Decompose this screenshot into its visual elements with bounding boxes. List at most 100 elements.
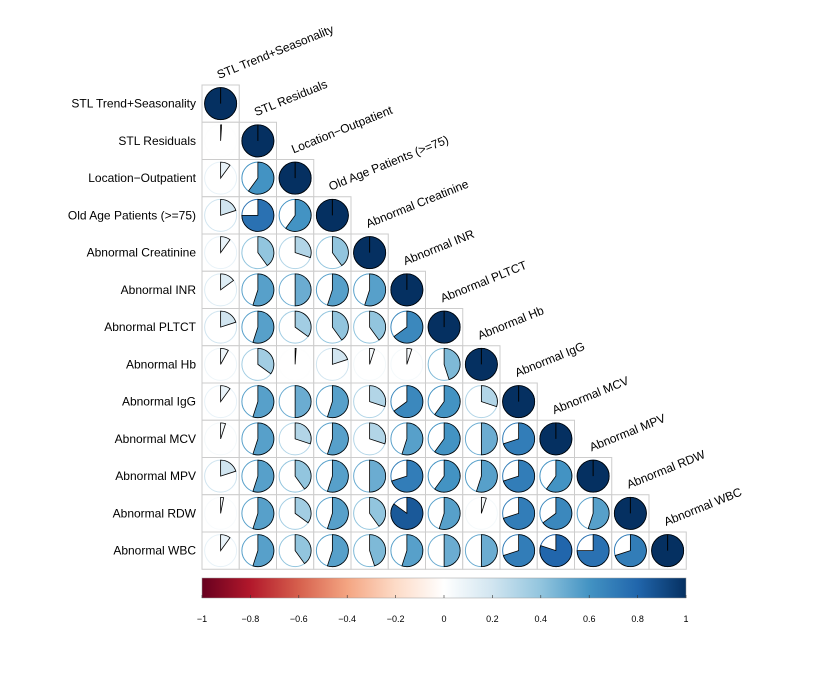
pie (434, 459, 461, 493)
pie (257, 236, 275, 267)
pie (369, 347, 376, 365)
pie (331, 236, 349, 267)
pie (294, 385, 312, 419)
pie (252, 310, 275, 344)
pie (480, 496, 487, 514)
pie (369, 310, 387, 341)
pie (220, 161, 231, 180)
pie (393, 310, 424, 344)
pie (502, 534, 536, 567)
pie (252, 273, 275, 307)
column-label: Abnormal WBC (662, 485, 744, 529)
pie (257, 347, 275, 375)
pie (220, 347, 229, 365)
pie (480, 422, 498, 456)
pie (220, 534, 231, 552)
column-label: Abnormal Creatinine (364, 177, 471, 231)
pie (614, 534, 647, 567)
row-label: Location−Outpatient (88, 171, 196, 185)
row-label: Abnormal WBC (113, 544, 196, 558)
pie (331, 347, 349, 365)
pie (220, 236, 231, 254)
pie (434, 422, 461, 456)
column-label: Abnormal MCV (550, 374, 631, 417)
pie (475, 459, 498, 493)
row-label: Old Age Patients (>=75) (68, 208, 196, 222)
pie (539, 534, 573, 567)
pie (393, 385, 424, 418)
pie (369, 422, 386, 445)
row-label: Abnormal INR (121, 283, 197, 297)
pie (443, 347, 461, 381)
pie (401, 422, 424, 456)
column-label: Abnormal INR (401, 227, 476, 268)
pie (502, 496, 536, 530)
column-label: Abnormal RDW (625, 447, 708, 491)
pie (247, 161, 275, 195)
pie (369, 534, 387, 567)
pie (326, 385, 349, 418)
pie (443, 534, 461, 568)
row-label: Abnormal IgG (122, 395, 196, 409)
pie (502, 459, 536, 493)
row-label: Abnormal PLTCT (104, 320, 196, 334)
colorbar-tick-label: 0.4 (535, 614, 548, 624)
colorbar-tick-label: 1 (683, 614, 688, 624)
pie (390, 496, 424, 530)
column-label: STL Residuals (252, 77, 329, 119)
pie (220, 310, 237, 328)
pie (294, 310, 312, 338)
pie (294, 534, 312, 565)
colorbar-tick-label: −0.8 (242, 614, 260, 624)
column-label: Abnormal PLTCT (438, 258, 529, 306)
colorbar-tick-label: 0.8 (631, 614, 644, 624)
pie (220, 459, 237, 477)
row-label: STL Residuals (118, 134, 196, 148)
pie (406, 347, 413, 365)
pie (545, 459, 573, 493)
pie (294, 422, 312, 445)
pie (220, 198, 237, 216)
pie (369, 459, 387, 493)
column-label: STL Trend+Seasonality (215, 22, 336, 82)
pie (252, 459, 275, 493)
pie (252, 385, 275, 418)
row-label: Abnormal MCV (115, 432, 196, 446)
pie (294, 459, 312, 490)
colorbar-tick-label: 0 (441, 614, 446, 624)
pie (294, 236, 312, 259)
pie (542, 496, 573, 530)
row-label: Abnormal Creatinine (87, 246, 197, 260)
pie (369, 496, 387, 527)
colorbar-tick-label: −0.4 (338, 614, 356, 624)
pie (252, 422, 275, 456)
pie (326, 422, 349, 456)
column-label: Old Age Patients (>=75) (327, 133, 451, 194)
colorbar-tick-label: −0.6 (290, 614, 308, 624)
column-label: Abnormal MPV (587, 411, 667, 454)
pie (252, 534, 275, 567)
pie (326, 459, 349, 493)
pie (294, 496, 312, 524)
row-label: Abnormal RDW (113, 506, 197, 520)
pie (391, 459, 424, 493)
pie (326, 534, 349, 567)
pie (294, 347, 297, 365)
colorbar-tick-label: −1 (197, 614, 207, 624)
pie (576, 534, 610, 567)
colorbar-tick-label: 0.2 (486, 614, 499, 624)
pie (241, 198, 275, 232)
row-label: STL Trend+Seasonality (71, 97, 196, 111)
pie (220, 124, 223, 141)
pie (438, 496, 461, 530)
pie (434, 385, 461, 419)
pie (285, 198, 312, 232)
pie (326, 273, 349, 307)
pie (401, 534, 424, 567)
column-label: Abnormal Hb (476, 303, 546, 342)
colorbar-tick-label: 0.6 (583, 614, 596, 624)
pie (364, 273, 386, 307)
pie (480, 534, 498, 568)
pie (369, 385, 386, 408)
